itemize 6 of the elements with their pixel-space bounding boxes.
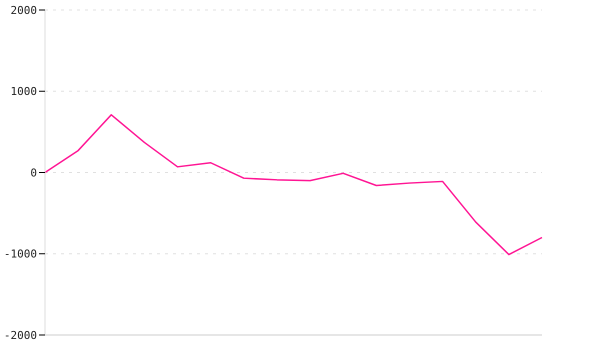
y-tick-label: 0 [30, 166, 37, 180]
line-series [44, 114, 543, 256]
y-tick-label: -1000 [4, 248, 37, 261]
y-tick-label: 1000 [10, 85, 37, 98]
y-tick-label: 2000 [10, 4, 37, 17]
y-tick-label: -2000 [4, 328, 37, 342]
